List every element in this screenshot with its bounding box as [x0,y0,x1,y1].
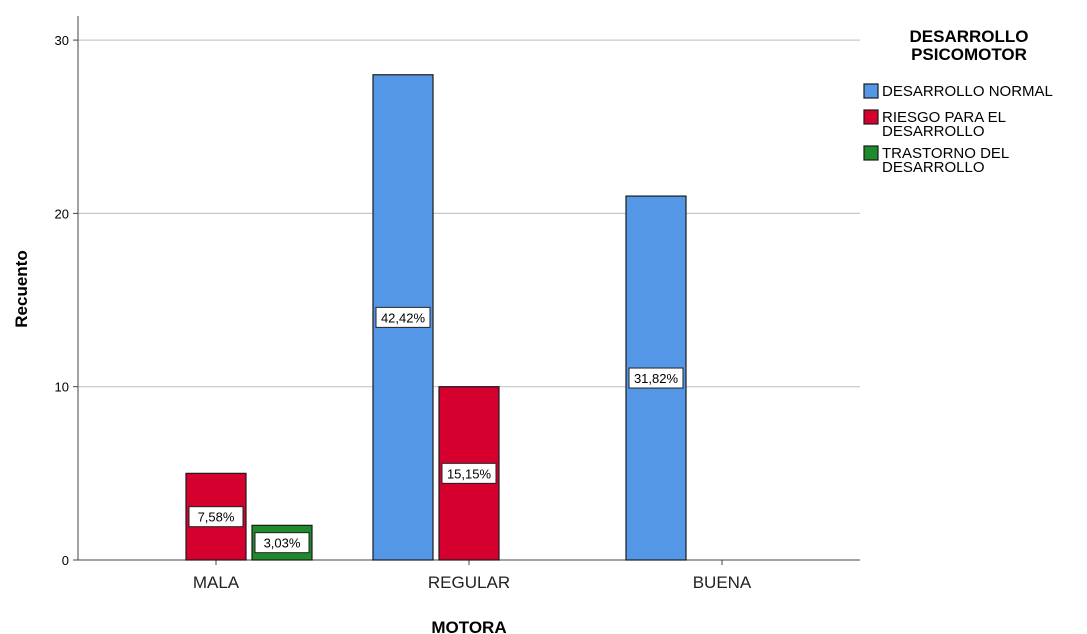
legend-label: TRASTORNO DEL [882,145,1009,162]
data-label: 15,15% [447,466,492,481]
legend-swatch [863,109,879,125]
data-label-box [254,532,310,554]
data-label: 31,82% [634,371,679,386]
data-label-box [628,367,684,389]
bars [185,74,687,561]
data-label-box [375,306,431,328]
x-category-label: BUENA [693,573,752,592]
data-label: 7,58% [198,510,235,525]
legend-swatch [863,83,879,99]
data-labels: 7,58% 3,03% 42,42% 15,15% 31,82% [188,306,684,554]
y-tick-label: 30 [55,33,69,48]
gridlines [78,39,860,388]
legend-swatch [863,145,879,161]
y-axis-title: Recuento [12,250,31,327]
y-tick-label: 10 [55,380,69,395]
data-label-box [188,506,244,528]
x-axis-title: MOTORA [431,618,506,634]
y-tick-label: 0 [62,553,69,568]
legend-label: DESARROLLO NORMAL [882,83,1053,100]
x-category-label: REGULAR [428,573,510,592]
legend: DESARROLLO PSICOMOTOR DESARROLLO NORMAL R… [863,27,1053,176]
legend-label: RIESGO PARA EL [882,109,1006,126]
data-label: 3,03% [264,536,301,551]
x-category-label: MALA [193,573,240,592]
legend-title-line-2: PSICOMOTOR [911,45,1027,64]
data-label: 42,42% [381,310,426,325]
y-tick-label: 20 [55,206,69,221]
data-label-box [441,462,497,484]
legend-title-line-1: DESARROLLO [910,27,1029,46]
legend-label: DESARROLLO [882,123,985,140]
legend-label: DESARROLLO [882,159,985,176]
